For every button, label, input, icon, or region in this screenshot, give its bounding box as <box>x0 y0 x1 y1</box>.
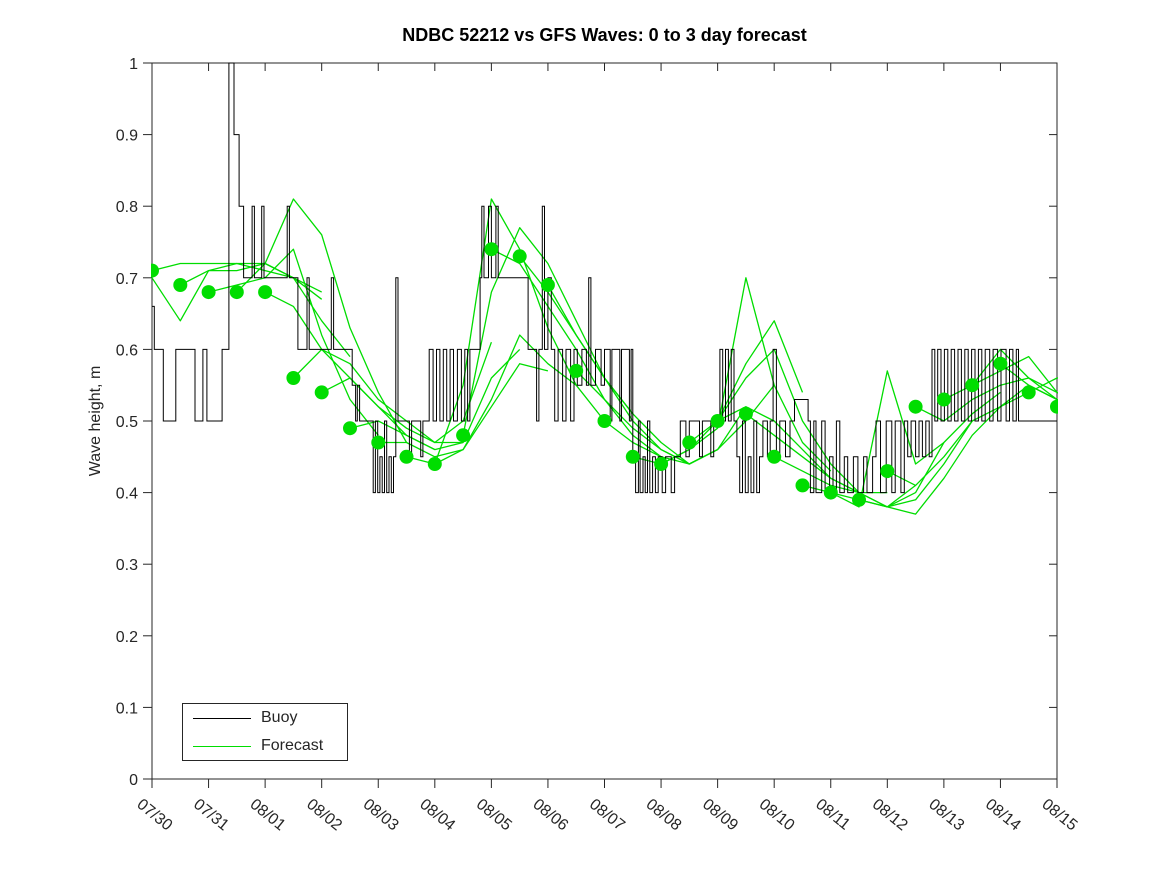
forecast-analysis-dot <box>823 485 838 500</box>
forecast-analysis-dot <box>710 414 725 428</box>
y-tick-label: 0.8 <box>116 199 138 216</box>
y-tick-label: 1 <box>129 56 138 73</box>
chart-title: NDBC 52212 vs GFS Waves: 0 to 3 day fore… <box>402 25 807 45</box>
forecast-analysis-dot <box>682 435 697 450</box>
x-tick-label: 08/07 <box>586 796 628 834</box>
forecast-analysis-dot <box>625 449 640 464</box>
forecast-analysis-dot <box>173 278 188 292</box>
y-tick-label: 0.2 <box>116 629 138 646</box>
forecast-analysis-dot <box>908 399 923 414</box>
forecast-analysis-dot <box>151 263 159 278</box>
x-tick-label: 08/10 <box>756 796 798 834</box>
forecast-run-line <box>1028 377 1058 393</box>
forecast-analysis-dot <box>229 285 244 300</box>
forecast-analysis-dot <box>540 278 555 292</box>
x-tick-label: 08/12 <box>869 796 911 834</box>
y-tick-label: 0.1 <box>116 700 138 717</box>
plot-area <box>151 62 1058 515</box>
y-tick-label: 0.9 <box>116 128 138 145</box>
legend-row-forecast: Forecast <box>183 732 347 760</box>
x-tick-label: 08/08 <box>643 796 685 834</box>
forecast-analysis-dot <box>936 392 951 407</box>
y-tick-label: 0.7 <box>116 271 138 288</box>
forecast-analysis-dot <box>399 449 414 464</box>
forecast-run-line <box>236 198 408 443</box>
forecast-run-line <box>434 198 606 465</box>
x-tick-label: 07/31 <box>190 796 232 834</box>
forecast-analysis-dot <box>597 414 612 428</box>
forecast-analysis-dot <box>852 492 866 507</box>
forecast-analysis-dot <box>371 435 386 450</box>
y-tick-label: 0.4 <box>116 486 138 503</box>
legend-row-buoy: Buoy <box>183 704 347 732</box>
forecast-analysis-dot <box>965 378 980 393</box>
forecast-analysis-dot <box>512 249 527 264</box>
x-tick-label: 08/06 <box>529 796 571 834</box>
forecast-analysis-dot <box>314 385 329 400</box>
x-tick-label: 08/14 <box>982 796 1024 834</box>
forecast-analysis-dot <box>654 457 669 471</box>
y-tick-label: 0.3 <box>116 557 138 574</box>
legend-label-forecast: Forecast <box>261 737 324 754</box>
x-tick-label: 08/15 <box>1038 796 1080 834</box>
x-tick-label: 08/09 <box>699 796 741 834</box>
y-tick-label: 0.5 <box>116 414 138 431</box>
x-tick-label: 08/05 <box>473 796 515 834</box>
forecast-run-line <box>406 334 577 465</box>
forecast-run-line <box>1000 363 1058 401</box>
forecast-analysis-dot <box>484 242 499 257</box>
forecast-analysis-dot <box>1050 399 1058 414</box>
x-tick-label: 08/01 <box>247 796 289 834</box>
forecast-line-swatch <box>193 745 251 747</box>
forecast-analysis-dot <box>795 478 810 493</box>
forecast-run-line <box>208 248 379 436</box>
y-axis-label: Wave height, m <box>87 365 104 477</box>
forecast-analysis-dot <box>456 428 471 443</box>
forecast-analysis-dot <box>993 356 1008 371</box>
forecast-analysis-dot <box>880 464 895 479</box>
forecast-run-line <box>858 391 1029 515</box>
y-tick-label: 0 <box>129 772 138 789</box>
legend-label-buoy: Buoy <box>261 709 298 726</box>
x-tick-label: 08/03 <box>360 796 402 834</box>
forecast-run-line <box>830 370 1001 508</box>
buoy-series-line <box>152 62 1057 494</box>
forecast-analysis-dot <box>767 449 782 464</box>
buoy-line-swatch <box>193 717 251 719</box>
x-tick-label: 08/11 <box>812 796 853 834</box>
forecast-run-line <box>349 348 521 451</box>
x-tick-label: 08/02 <box>303 796 345 834</box>
x-tick-label: 08/04 <box>416 796 458 834</box>
forecast-analysis-dot <box>343 421 357 436</box>
forecast-analysis-dot <box>569 363 584 378</box>
forecast-analysis-dot <box>258 285 273 300</box>
legend-box: Buoy Forecast <box>182 703 348 761</box>
forecast-run-line <box>971 355 1058 394</box>
forecast-analysis-dot <box>427 457 442 471</box>
forecast-analysis-dot <box>1021 385 1036 400</box>
y-tick-label: 0.6 <box>116 342 138 359</box>
forecast-analysis-dot <box>201 285 216 300</box>
forecast-analysis-dot <box>738 406 753 421</box>
forecast-analysis-dot <box>286 371 301 385</box>
x-tick-label: 08/13 <box>925 796 967 834</box>
x-tick-label: 07/30 <box>133 796 175 834</box>
